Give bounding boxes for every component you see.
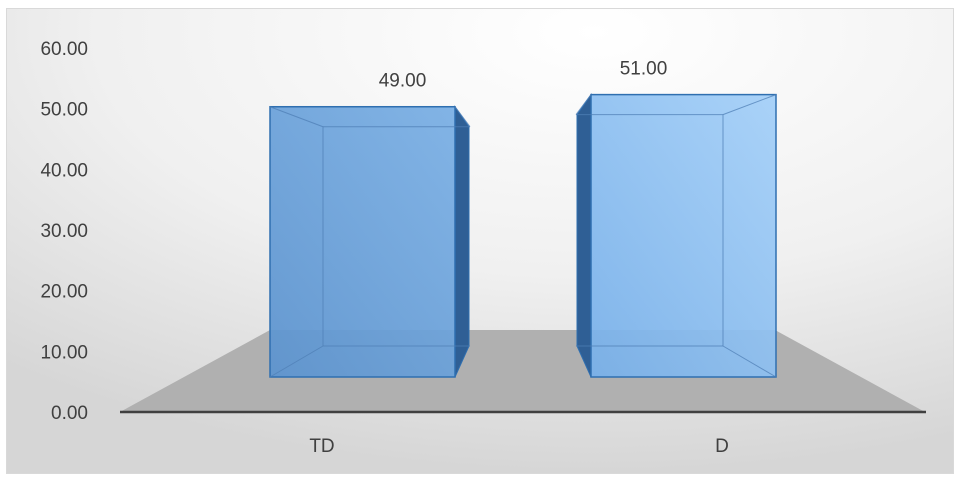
bar-edge-line [269, 345, 324, 378]
data-label: 49.00 [379, 71, 427, 92]
bar-side-face [576, 93, 592, 378]
bar-edge-line [269, 106, 324, 128]
y-tick-label: 60.00 [40, 39, 88, 60]
y-tick-label: 50.00 [40, 100, 88, 121]
y-tick-label: 30.00 [40, 221, 88, 242]
bar [269, 105, 456, 378]
bar-side-face [454, 105, 470, 378]
y-tick-label: 10.00 [40, 342, 88, 363]
x-tick-label: TD [309, 436, 334, 457]
chart-area [6, 8, 954, 474]
bar-edge-line [722, 94, 777, 116]
y-tick-label: 20.00 [40, 282, 88, 303]
bar-edge-line [722, 345, 777, 378]
bar-edge-line [575, 94, 592, 115]
bar [590, 93, 777, 378]
y-tick-label: 40.00 [40, 160, 88, 181]
data-label: 51.00 [620, 59, 668, 80]
x-tick-label: D [715, 436, 729, 457]
bar-edge-line [454, 106, 471, 128]
y-tick-label: 0.00 [51, 403, 88, 424]
